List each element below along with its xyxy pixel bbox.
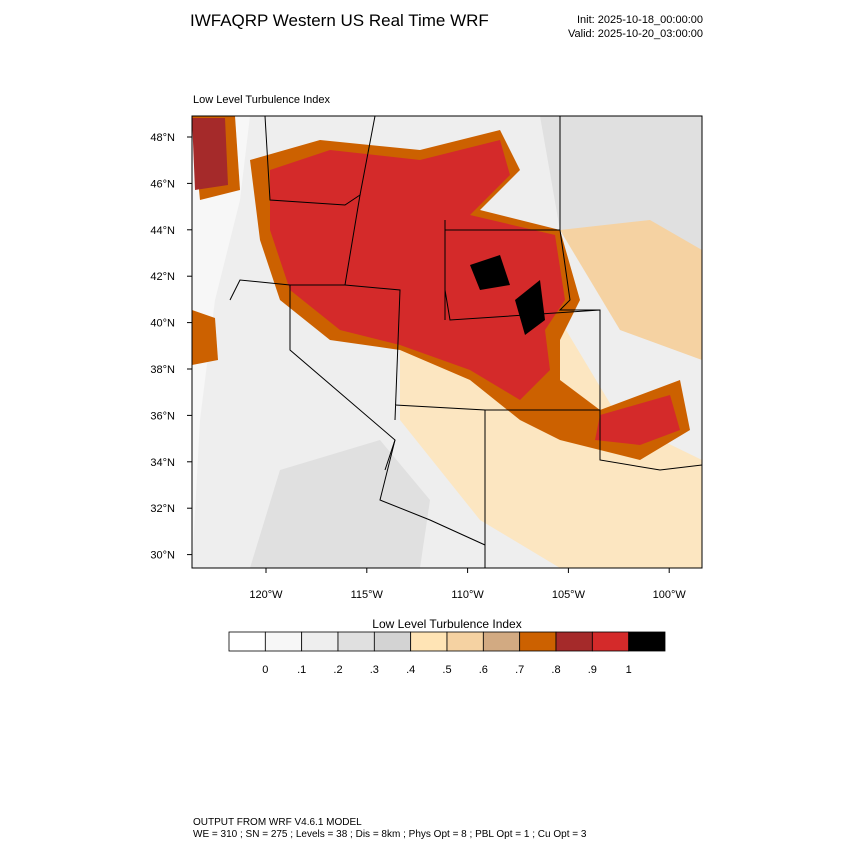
lat-label: 44°N <box>150 225 175 237</box>
colorbar-box <box>555 631 593 652</box>
colorbar-label: .3 <box>370 664 379 676</box>
colorbar-label: .1 <box>297 664 306 676</box>
map-field <box>192 116 702 568</box>
colorbar-box <box>301 631 339 652</box>
colorbar-label: .4 <box>406 664 415 676</box>
state-borders <box>229 116 702 568</box>
lat-label: 40°N <box>150 318 175 330</box>
colorbar-box <box>264 631 303 652</box>
footer-line: WE = 310 ; SN = 275 ; Levels = 38 ; Dis … <box>193 829 587 840</box>
colorbar-box <box>410 631 448 652</box>
colorbar-box <box>519 631 557 652</box>
lon-label: 100°W <box>653 589 687 601</box>
colorbar-box <box>228 631 266 652</box>
lon-label: 120°W <box>249 589 283 601</box>
colorbar-label: .8 <box>551 664 560 676</box>
map-subtitle: Low Level Turbulence Index <box>193 94 330 106</box>
colorbar-box <box>373 631 412 652</box>
colorbar-label: .2 <box>333 664 342 676</box>
colorbar-label: .5 <box>442 664 451 676</box>
footer-line: OUTPUT FROM WRF V4.6.1 MODEL <box>193 817 362 828</box>
map-frame <box>191 115 703 569</box>
lon-label: 115°W <box>351 589 384 601</box>
lon-label: 105°W <box>552 589 586 601</box>
colorbar: 0 .1 .2 .3 .4 .5 .6 .7 .8 .9 1 <box>228 631 666 676</box>
lat-label: 38°N <box>150 364 175 376</box>
colorbar-box <box>628 631 666 652</box>
colorbar-box <box>591 631 630 652</box>
lat-label: 42°N <box>150 271 175 283</box>
map-axes: 48°N 46°N 44°N 42°N 40°N 38°N 36°N 34°N 32°N 30°N… <box>150 132 686 601</box>
colorbar-label: 0 <box>262 664 268 676</box>
colorbar-label: 1 <box>626 664 632 676</box>
colorbar-label: .9 <box>588 664 597 676</box>
title: IWFAQRP Western US Real Time WRF <box>190 11 489 30</box>
init-time: Init: 2025-10-18_00:00:00 <box>577 14 703 26</box>
colorbar-title: Low Level Turbulence Index <box>372 617 521 631</box>
valid-time: Valid: 2025-10-20_03:00:00 <box>568 28 703 40</box>
colorbar-box <box>446 631 484 652</box>
colorbar-label: .7 <box>515 664 524 676</box>
lat-label: 46°N <box>150 178 175 190</box>
lat-label: 34°N <box>150 457 175 469</box>
lat-label: 48°N <box>150 132 175 144</box>
lon-label: 110°W <box>451 589 484 601</box>
lat-label: 30°N <box>150 550 175 562</box>
lat-label: 32°N <box>150 503 175 515</box>
lat-label: 36°N <box>150 410 175 422</box>
colorbar-box <box>337 631 375 652</box>
colorbar-label: .6 <box>479 664 488 676</box>
colorbar-box <box>482 631 521 652</box>
